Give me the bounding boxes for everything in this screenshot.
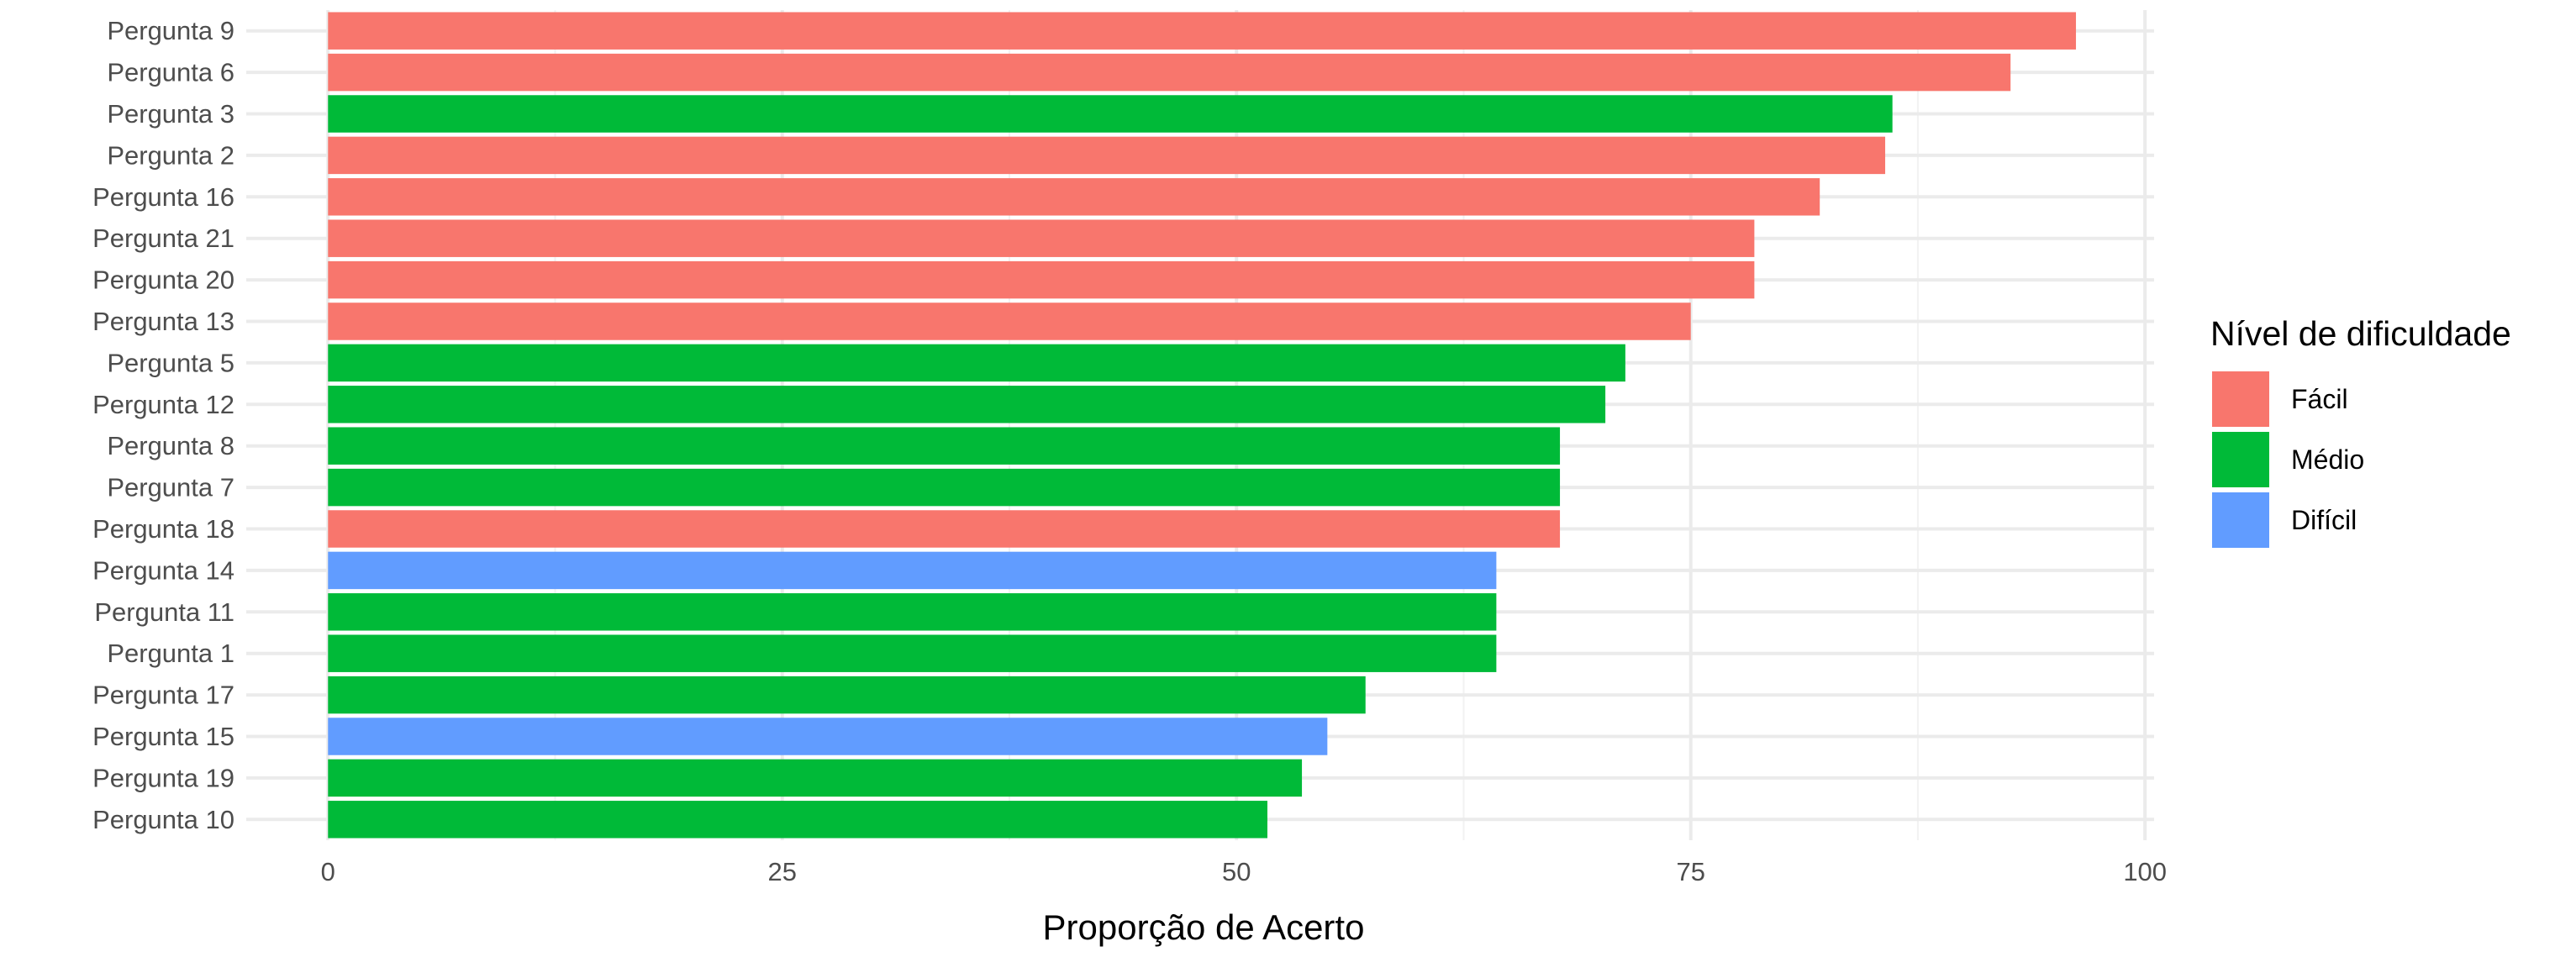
y-tick-label: Pergunta 14	[92, 555, 234, 585]
bar	[328, 136, 1886, 175]
bar	[328, 344, 1625, 382]
bar	[328, 219, 1755, 257]
x-tick-label: 25	[768, 857, 797, 886]
y-tick-label: Pergunta 6	[107, 58, 234, 87]
bar	[328, 593, 1497, 631]
bars-layer	[328, 12, 2077, 839]
y-tick-label: Pergunta 3	[107, 99, 234, 129]
y-tick-label: Pergunta 20	[92, 266, 234, 295]
legend-label: Médio	[2291, 444, 2364, 475]
bar	[328, 95, 1893, 133]
legend-key	[2212, 432, 2269, 487]
legend-title: Nível de dificuldade	[2210, 314, 2511, 353]
bar	[328, 801, 1267, 839]
y-tick-label: Pergunta 13	[92, 307, 234, 336]
y-tick-label: Pergunta 16	[92, 182, 234, 212]
y-tick-label: Pergunta 2	[107, 140, 234, 170]
legend-label: Difícil	[2291, 505, 2357, 535]
y-tick-label: Pergunta 11	[94, 597, 234, 627]
x-tick-label: 75	[1676, 857, 1704, 886]
grid-layer	[246, 10, 2154, 840]
y-tick-label: Pergunta 7	[107, 473, 234, 502]
y-tick-label: Pergunta 21	[92, 223, 234, 253]
x-tick-label: 0	[321, 857, 335, 886]
bar	[328, 676, 1366, 714]
y-tick-label: Pergunta 19	[92, 763, 234, 792]
legend-label: Fácil	[2291, 384, 2348, 414]
bar	[328, 53, 2011, 92]
y-tick-label: Pergunta 17	[92, 681, 234, 710]
bar	[328, 12, 2077, 50]
x-axis-tick-labels: 0 25 50 75 100	[321, 857, 2167, 886]
y-tick-label: Pergunta 12	[92, 390, 234, 419]
x-tick-label: 50	[1222, 857, 1251, 886]
bar	[328, 759, 1303, 797]
legend-key	[2212, 492, 2269, 548]
y-tick-label: Pergunta 10	[92, 805, 234, 834]
x-tick-label: 100	[2123, 857, 2167, 886]
legend-key	[2212, 371, 2269, 427]
bar	[328, 386, 1606, 423]
bar	[328, 634, 1497, 672]
bar	[328, 302, 1691, 340]
bar	[328, 427, 1561, 465]
y-tick-label: Pergunta 5	[107, 348, 234, 377]
y-tick-label: Pergunta 8	[107, 431, 234, 460]
bar	[328, 510, 1561, 548]
bar	[328, 551, 1497, 590]
y-tick-label: Pergunta 9	[107, 16, 234, 45]
y-tick-label: Pergunta 1	[107, 639, 234, 668]
legend-entries: Fácil Médio Difícil	[2212, 371, 2364, 548]
bar	[328, 178, 1820, 216]
x-axis-title: Proporção de Acerto	[1043, 907, 1365, 947]
y-tick-label: Pergunta 15	[92, 722, 234, 751]
y-tick-label: Pergunta 18	[92, 514, 234, 544]
bar	[328, 260, 1755, 299]
y-axis-tick-labels: Pergunta 9 Pergunta 6 Pergunta 3 Pergunta 2…	[92, 16, 234, 834]
bar	[328, 718, 1328, 755]
legend: Nível de dificuldade Fácil Médio Difícil	[2210, 314, 2511, 548]
bar	[328, 468, 1561, 507]
